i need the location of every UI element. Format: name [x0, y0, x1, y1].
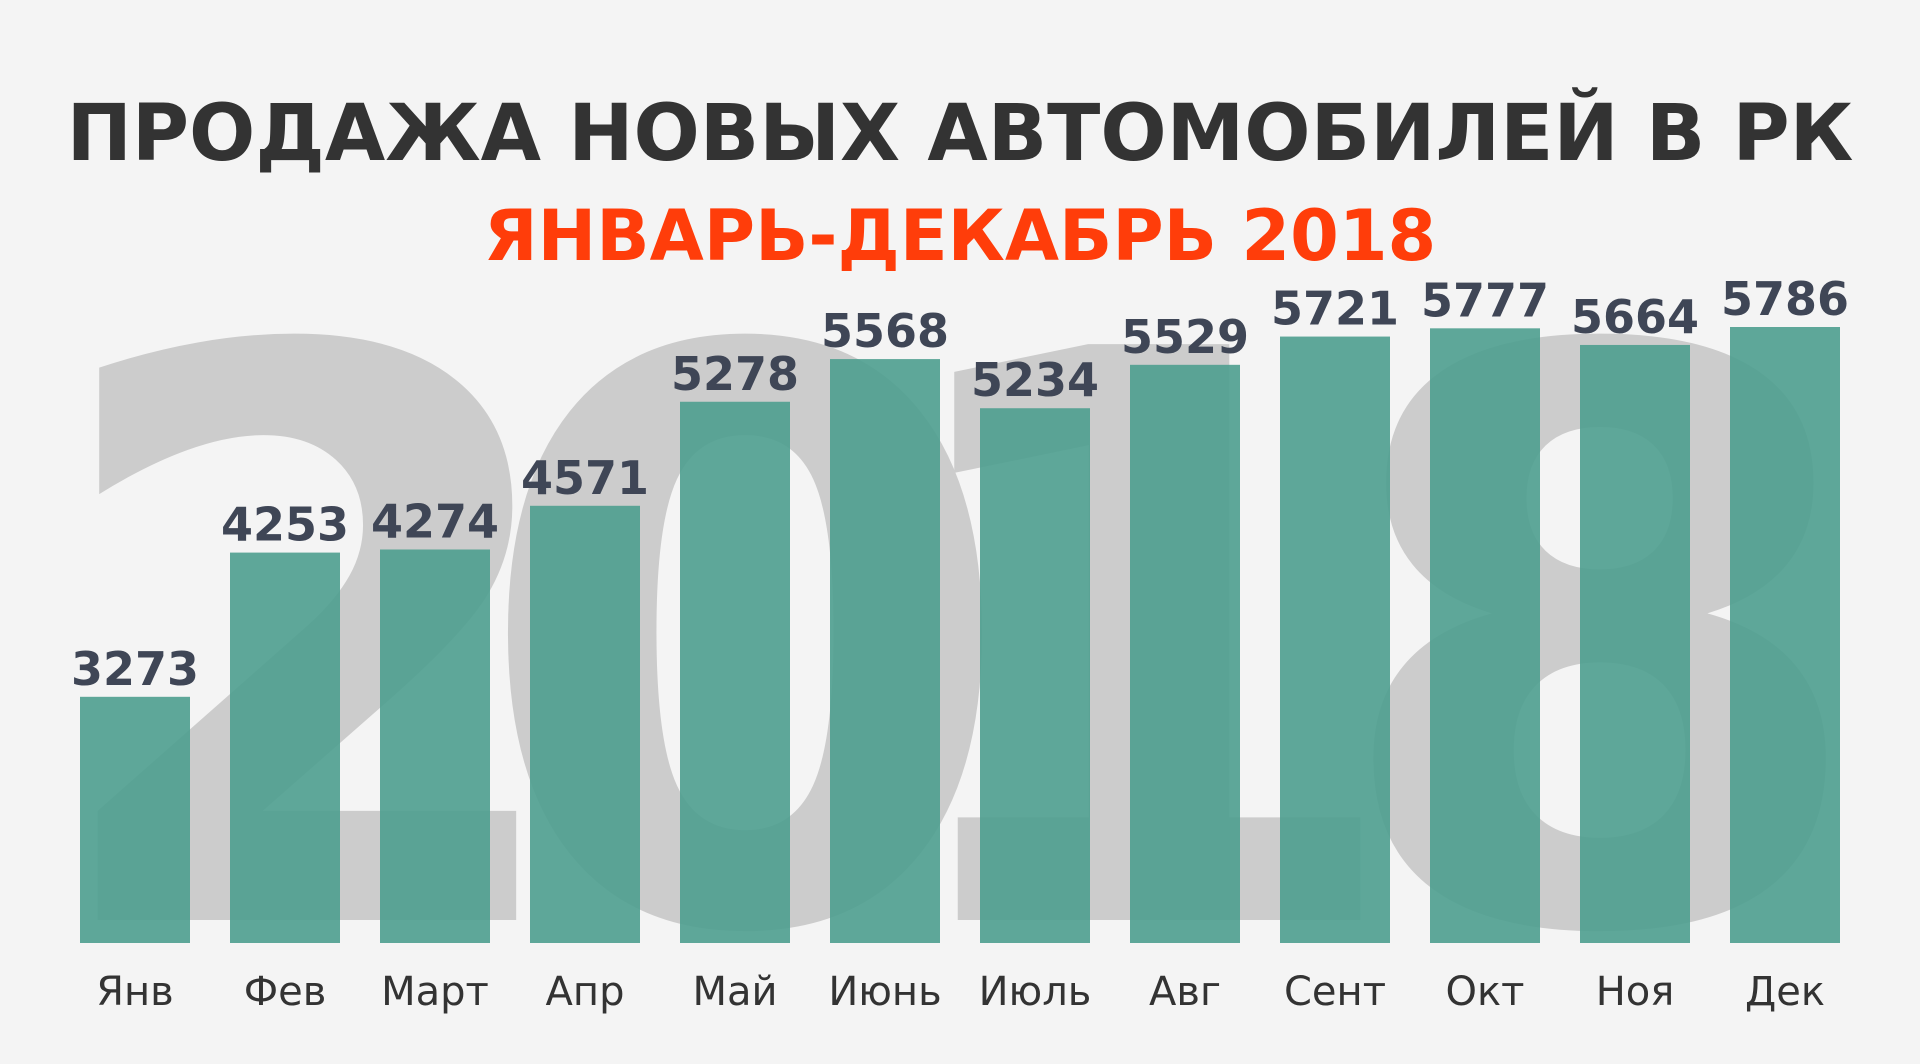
bar-value-label: 3273	[71, 642, 199, 696]
bar-value-label: 4571	[521, 451, 649, 505]
bar	[80, 696, 190, 943]
bar	[230, 552, 340, 943]
category-label: Июнь	[828, 969, 941, 1015]
chart-subtitle: ЯНВАРЬ-ДЕКАБРЬ 2018	[484, 195, 1437, 277]
bar	[980, 408, 1090, 943]
category-label: Сент	[1284, 969, 1386, 1015]
bar-value-label: 5786	[1721, 272, 1849, 326]
category-label: Янв	[96, 969, 174, 1015]
bar-value-label: 5664	[1571, 290, 1699, 344]
bar-value-label: 5721	[1271, 282, 1399, 336]
category-label: Авг	[1149, 969, 1221, 1015]
chart-title: ПРОДАЖА НОВЫХ АВТОМОБИЛЕЙ В РК	[67, 87, 1854, 179]
category-label: Окт	[1446, 969, 1525, 1015]
category-label: Июль	[979, 969, 1092, 1015]
bar-value-label: 5278	[671, 347, 799, 401]
bar	[530, 505, 640, 943]
category-labels: Янв Фев Март Апр Май Июнь Июль Авг Сент Окт Ноя Дек	[96, 969, 1825, 1015]
bar	[1280, 336, 1390, 944]
category-label: Март	[381, 969, 489, 1015]
bar-value-label: 5234	[971, 353, 1099, 407]
category-label: Дек	[1745, 969, 1825, 1015]
bar	[830, 359, 940, 943]
value-labels: 3273 4253 4274 4571 5278 5568 5234 5529 5721 5777…	[71, 272, 1849, 696]
bar-value-label: 5777	[1421, 273, 1549, 327]
bar	[380, 549, 490, 943]
bar-value-label: 4253	[221, 498, 349, 552]
bar	[680, 401, 790, 943]
bar-value-label: 5529	[1121, 310, 1249, 364]
category-label: Ноя	[1596, 969, 1675, 1015]
bar	[1730, 327, 1840, 943]
bar	[1580, 344, 1690, 943]
category-label: Апр	[546, 969, 625, 1015]
bar-value-label: 5568	[821, 304, 949, 358]
bar-value-label: 4274	[371, 495, 499, 549]
bar	[1130, 364, 1240, 943]
bars	[80, 327, 1840, 944]
category-label: Фев	[244, 969, 327, 1015]
category-label: Май	[692, 969, 777, 1015]
bar	[1430, 328, 1540, 943]
